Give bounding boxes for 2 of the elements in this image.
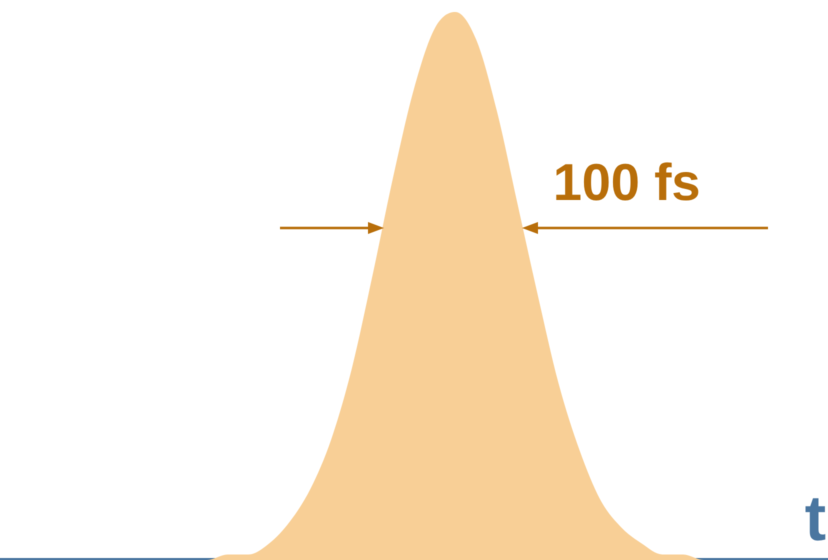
x-axis-title: t	[804, 482, 826, 554]
annotation: 100 fs	[553, 154, 700, 212]
